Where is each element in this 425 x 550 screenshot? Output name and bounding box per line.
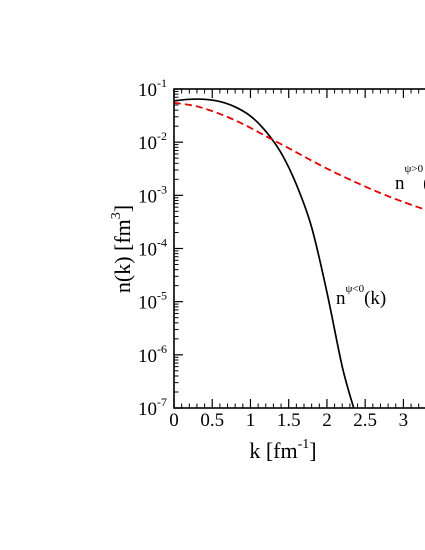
series-line-psi-positive [174, 101, 425, 211]
y-tick-label: 10-5 [138, 289, 167, 314]
x-tick-label: 2.5 [353, 410, 377, 431]
x-tick-label: 1 [246, 410, 256, 431]
label-layer: 0 0.5 1 1.5 2 2.5 3 10-1 10-2 10-3 10-4 10-5 10-6 10-… [138, 76, 408, 431]
series-layer [174, 98, 425, 408]
y-tick-label: 10-4 [138, 236, 167, 261]
y-tick-label: 10-2 [138, 129, 167, 154]
plot-frame [173, 88, 425, 409]
x-axis-label: k [fm-1] [249, 437, 316, 463]
y-tick-label: 10-1 [138, 76, 167, 101]
y-tick-label: 10-3 [138, 182, 167, 207]
x-tick-label: 0.5 [200, 410, 224, 431]
y-tick-label: 10-7 [138, 395, 167, 420]
x-tick-label: 2 [322, 410, 332, 431]
x-tick-label: 0 [169, 410, 179, 431]
series-label-positive: nψ>0( [395, 163, 425, 194]
x-tick-label: 1.5 [277, 410, 301, 431]
tick-layer [173, 88, 420, 409]
y-tick-label: 10-6 [138, 342, 167, 367]
series-label-negative: nψ<0(k) [336, 283, 386, 309]
y-axis-label: n(k) [fm3] [109, 205, 135, 293]
series-line-psi-negative [174, 98, 355, 408]
x-tick-label: 3 [399, 410, 409, 431]
